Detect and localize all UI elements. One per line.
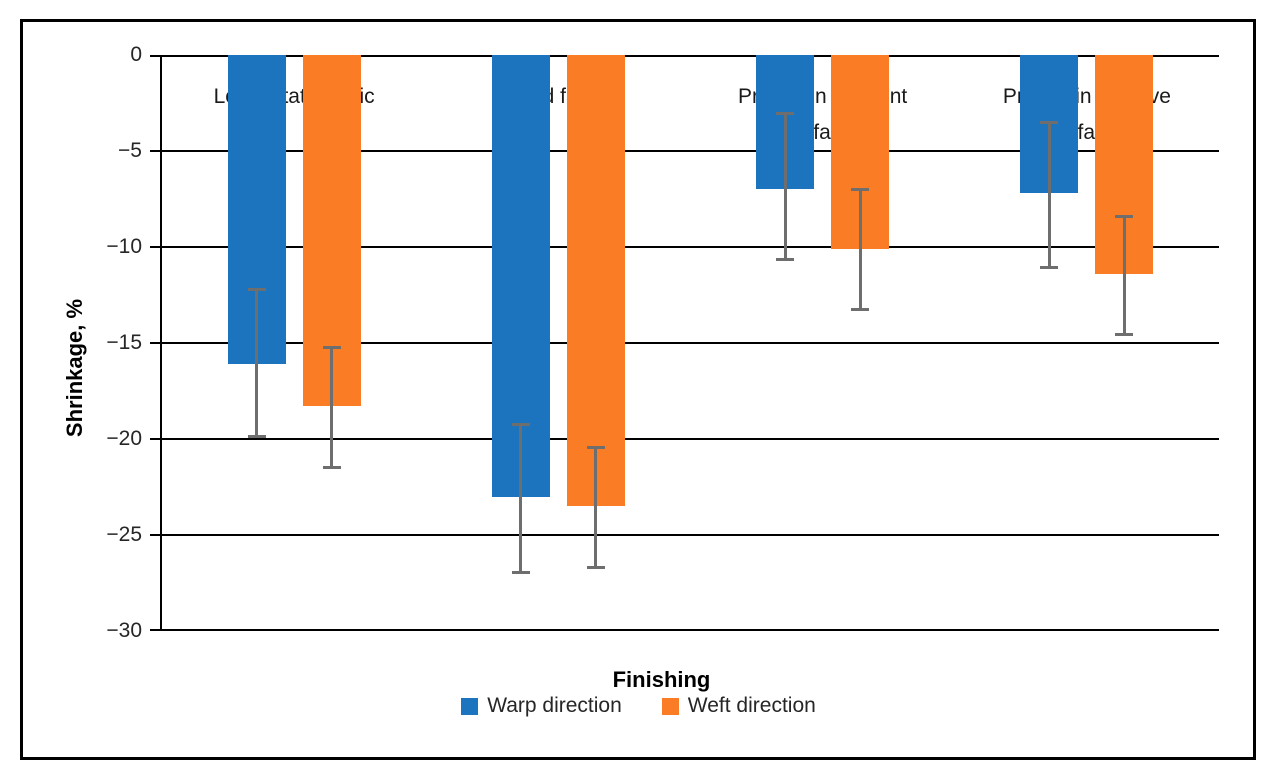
y-axis-tick-mark xyxy=(150,55,160,57)
bar-weft-direction-dyed-fabric xyxy=(566,55,625,507)
error-bar-cap-bottom xyxy=(247,435,266,439)
category-label-loom-state-fabric: Loom state fabric xyxy=(213,85,375,108)
error-bar-cap-top xyxy=(776,111,795,115)
error-bar-warp-direction-dyed-fabric xyxy=(519,423,523,574)
y-axis-tick-label: −30 xyxy=(106,619,142,642)
y-axis-tick-label: −20 xyxy=(106,427,142,450)
y-axis-title: Shrinkage, % xyxy=(62,298,87,438)
error-bar-cap-top xyxy=(322,345,341,349)
error-bar-cap-bottom xyxy=(511,571,530,575)
category-label-dyed-fabric: Dyed fabric xyxy=(505,85,612,108)
error-bar-cap-bottom xyxy=(776,258,795,262)
legend-item-weft-direction: Weft direction xyxy=(661,694,816,718)
gridline--30 xyxy=(162,629,1219,631)
error-bar-cap-top xyxy=(851,188,870,192)
y-axis-tick-mark xyxy=(150,246,160,248)
error-bar-cap-bottom xyxy=(1040,266,1059,270)
y-axis-tick-label: −10 xyxy=(106,235,142,258)
y-axis-tick-label: 0 xyxy=(130,43,142,66)
y-axis-tick-mark xyxy=(150,534,160,536)
gridline--10 xyxy=(162,246,1219,248)
gridline--20 xyxy=(162,438,1219,440)
legend-item-warp-direction: Warp direction xyxy=(461,694,622,718)
legend-label-warp-direction: Warp direction xyxy=(487,694,622,717)
gridline--15 xyxy=(162,342,1219,344)
y-axis-tick-mark xyxy=(150,150,160,152)
error-bar-cap-top xyxy=(586,445,605,449)
error-bar-cap-bottom xyxy=(851,308,870,312)
category-label-printed-in-reactive-ink-fabric: Printed in reactive ink fabric xyxy=(1003,85,1171,144)
error-bar-cap-top xyxy=(1040,121,1059,125)
y-axis-tick-mark xyxy=(150,342,160,344)
error-bar-weft-direction-dyed-fabric xyxy=(594,446,598,568)
error-bar-cap-top xyxy=(511,422,530,426)
error-bar-cap-top xyxy=(247,288,266,292)
error-bar-warp-direction-loom-state-fabric xyxy=(255,289,259,438)
gridline--25 xyxy=(162,534,1219,536)
error-bar-weft-direction-printed-in-pigment-ink-fabric xyxy=(858,189,862,311)
error-bar-warp-direction-printed-in-reactive-ink-fabric xyxy=(1047,122,1051,269)
error-bar-cap-bottom xyxy=(1115,333,1134,337)
error-bar-cap-top xyxy=(1115,215,1134,219)
error-bar-weft-direction-printed-in-reactive-ink-fabric xyxy=(1122,216,1126,336)
category-label-printed-in-pigment-ink-fabric: Printed in pigment ink fabric xyxy=(738,85,907,144)
y-axis-tick-label: −5 xyxy=(118,139,142,162)
legend-swatch-warp-direction xyxy=(461,697,479,715)
x-axis-title: Finishing xyxy=(612,667,711,692)
y-axis-tick-label: −15 xyxy=(106,331,142,354)
plot-area: 0 −5 −10 −15 −20 −25 −30 Loom state fabric Dyed … xyxy=(106,43,1219,642)
legend-label-weft-direction: Weft direction xyxy=(687,694,816,717)
error-bar-cap-bottom xyxy=(586,565,605,569)
error-bar-cap-bottom xyxy=(322,465,341,469)
gridline-0 xyxy=(162,55,1219,57)
gridline--5 xyxy=(162,150,1219,152)
legend: Warp direction Weft direction xyxy=(21,694,1256,718)
y-axis-tick-label: −25 xyxy=(106,523,142,546)
error-bar-weft-direction-loom-state-fabric xyxy=(330,346,334,468)
legend-swatch-weft-direction xyxy=(661,697,679,715)
y-axis-tick-mark xyxy=(150,438,160,440)
y-axis-tick-mark xyxy=(150,629,160,631)
error-bar-warp-direction-printed-in-pigment-ink-fabric xyxy=(783,112,787,261)
